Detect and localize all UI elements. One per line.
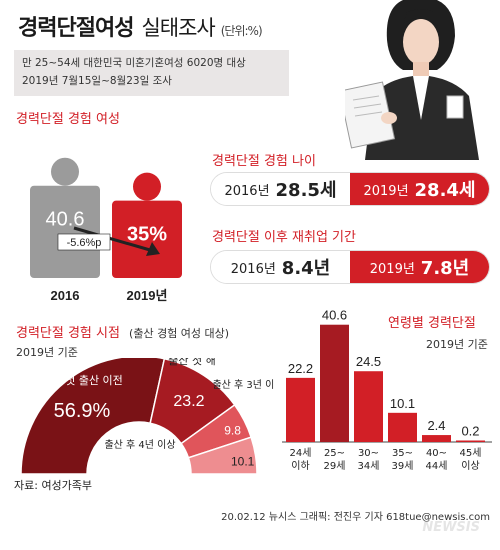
section-reemploy-title: 경력단절 이후 재취업 기간 xyxy=(212,230,356,245)
timing-title-text: 경력단절 경험 시점 xyxy=(16,326,120,341)
by-age-value-label-4: 2.4 xyxy=(427,418,445,433)
by-age-year: 2019년 기준 xyxy=(426,338,488,351)
by-age-category-label-4: 40~ 44세 xyxy=(426,448,448,472)
reemploy-2019: 2019년 7.8년 xyxy=(350,251,489,283)
by-age-bar-3 xyxy=(388,412,417,442)
reemploy-2019-value: 7.8년 xyxy=(420,258,470,279)
source-label: 자료: 여성가족부 xyxy=(14,479,93,492)
by-age-bar-4 xyxy=(422,435,451,442)
by-age-category-label-3: 35~ 39세 xyxy=(392,448,414,472)
by-age-bar-1 xyxy=(320,324,349,442)
by-age-value-label-5: 0.2 xyxy=(461,424,479,439)
donut-label-3: 출산 후 4년 이상 xyxy=(104,439,175,451)
by-age-value-label-0: 22.2 xyxy=(288,361,313,376)
donut-value-label-1: 23.2 xyxy=(173,393,204,410)
donut-label-0: 첫 출산 이전 xyxy=(65,374,123,387)
experience-bar-head-0 xyxy=(51,157,79,186)
age-comparison-pill: 2016년 28.5세 2019년 28.4세 xyxy=(210,172,490,206)
by-age-value-label-3: 10.1 xyxy=(390,396,415,411)
page-title: 경력단절여성 실태조사 (단위:%) xyxy=(18,10,263,42)
by-age-value-label-1: 40.6 xyxy=(322,308,347,323)
experience-annotation: -5.6%p xyxy=(67,237,102,249)
age-2019-year: 2019년 xyxy=(363,183,409,199)
age-2019-value: 28.4세 xyxy=(414,180,476,201)
experience-trend-arrow xyxy=(73,226,151,252)
reemploy-comparison-pill: 2016년 8.4년 2019년 7.8년 xyxy=(210,250,490,284)
reemploy-2019-year: 2019년 xyxy=(369,261,415,277)
by-age-bar-5 xyxy=(456,440,485,442)
age-2016-year: 2016년 xyxy=(224,183,270,199)
section-age-title: 경력단절 경험 나이 xyxy=(212,154,316,169)
reemploy-2016-year: 2016년 xyxy=(230,261,276,277)
timing-half-donut-chart: 56.9% 23.2 9.8 10.1 첫 출산 이전 출산 첫 해출산 후 3년 이내출… xyxy=(20,358,274,475)
donut-label-2: 출산 후 3년 이내 xyxy=(212,379,274,391)
survey-note: 만 25~54세 대한민국 미혼기혼여성 6020명 대상 2019년 7월15… xyxy=(14,50,289,96)
woman-illustration-icon xyxy=(345,0,479,160)
by-age-category-label-0: 24세 이하 xyxy=(290,447,312,472)
unit-label: (단위:%) xyxy=(220,24,263,38)
by-age-bar-chart: 22.2 24세 이하 40.6 25~ 29세 24.5 30~ 34세 10.1 35~ 39세 2… xyxy=(282,308,492,472)
credit-label: 20.02.12 뉴시스 그래픽: 전진우 기자 618tue@newsis.c… xyxy=(221,512,490,523)
watermark-label: NEWSIS xyxy=(422,520,480,535)
by-age-bar-0 xyxy=(286,377,315,442)
by-age-category-label-1: 25~ 29세 xyxy=(324,448,346,472)
donut-label-1: 출산 첫 해 xyxy=(168,358,215,367)
section-by-age-title: 연령별 경력단절 xyxy=(388,316,476,331)
donut-value-label-0: 56.9% xyxy=(54,400,111,422)
age-2016-value: 28.5세 xyxy=(275,180,337,201)
experience-bar-1 xyxy=(112,200,182,278)
title-main: 경력단절여성 xyxy=(18,16,134,41)
survey-note-line2: 2019년 7월15일~8월23일 조사 xyxy=(22,75,172,87)
experience-bar-chart: 40.6 2016 35% 2019년 -5.6%p xyxy=(30,157,182,303)
title-sub: 실태조사 xyxy=(141,16,215,40)
donut-slice-3 xyxy=(187,436,258,475)
by-age-category-label-2: 30~ 34세 xyxy=(358,448,380,472)
experience-bar-0 xyxy=(30,185,100,278)
experience-value-label-1: 35% xyxy=(127,224,167,246)
timing-note: (출산 경험 여성 대상) xyxy=(129,327,230,340)
experience-trend-arrowhead xyxy=(146,242,160,256)
experience-category-label-1: 2019년 xyxy=(127,288,168,303)
reemploy-2016: 2016년 8.4년 xyxy=(211,251,350,283)
by-age-category-label-5: 45세 이상 xyxy=(460,447,482,472)
section-experience-title: 경력단절 경험 여성 xyxy=(16,112,120,127)
by-age-value-label-2: 24.5 xyxy=(356,354,381,369)
donut-value-label-3: 10.1 xyxy=(231,454,255,468)
age-2019: 2019년 28.4세 xyxy=(350,173,489,205)
survey-note-line1: 만 25~54세 대한민국 미혼기혼여성 6020명 대상 xyxy=(22,57,246,69)
donut-value-label-2: 9.8 xyxy=(224,423,241,437)
age-2016: 2016년 28.5세 xyxy=(211,173,350,205)
donut-slice-0 xyxy=(20,358,166,475)
by-age-bar-2 xyxy=(354,371,383,442)
experience-category-label-0: 2016 xyxy=(51,288,80,303)
experience-bar-head-1 xyxy=(133,172,161,201)
reemploy-2016-value: 8.4년 xyxy=(281,258,331,279)
timing-year: 2019년 기준 xyxy=(16,346,78,359)
section-timing-title: 경력단절 경험 시점 (출산 경험 여성 대상) xyxy=(16,322,229,341)
experience-annotation-box xyxy=(57,233,111,251)
experience-value-label-0: 40.6 xyxy=(46,209,85,231)
